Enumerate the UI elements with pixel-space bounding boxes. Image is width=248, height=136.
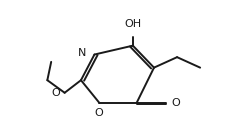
Text: OH: OH [124,19,141,29]
Text: O: O [171,98,180,108]
Text: O: O [95,108,104,118]
Text: O: O [51,88,60,98]
Text: N: N [77,49,86,58]
